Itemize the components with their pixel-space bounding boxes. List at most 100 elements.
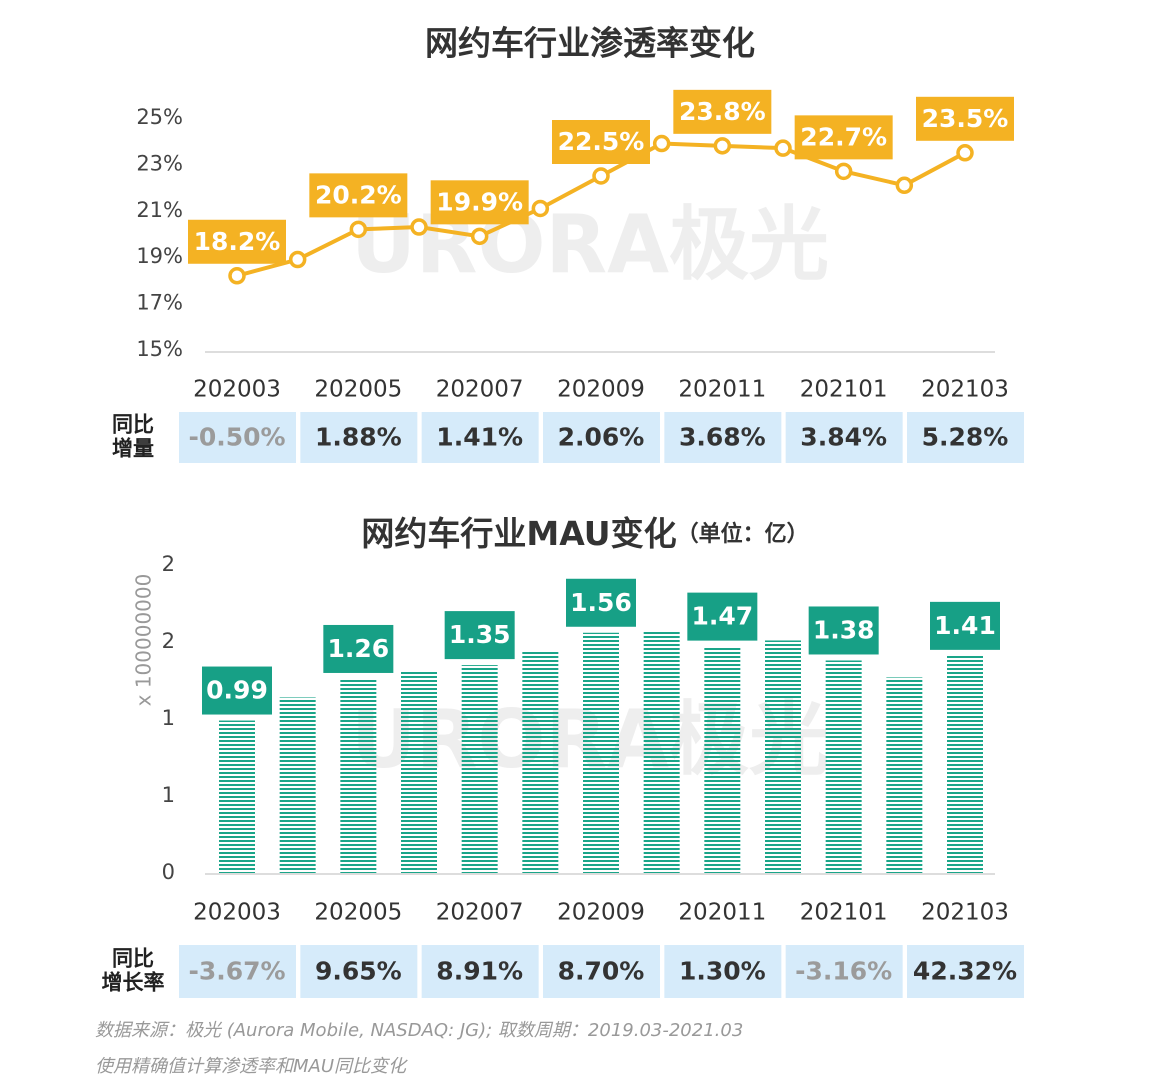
label-box	[309, 173, 408, 218]
x-tick-label: 202101	[800, 377, 888, 403]
label-box	[188, 219, 286, 264]
x-tick-label: 202003	[193, 900, 281, 926]
table-cell	[785, 412, 903, 463]
point	[895, 176, 914, 195]
table-value: 8.70%	[558, 957, 645, 986]
x-tick-label: 202005	[314, 377, 402, 403]
y-tick-label: 21%	[136, 198, 183, 222]
table-value: -3.67%	[188, 957, 285, 986]
table-cell	[664, 945, 782, 998]
footer-note: 使用精确值计算渗透率和MAU同比变化	[95, 1056, 408, 1077]
chart-subtitle: （单位：亿）	[677, 521, 809, 547]
x-tick-label: 202103	[921, 377, 1009, 403]
y-tick-label: 17%	[136, 291, 183, 315]
point	[956, 144, 974, 162]
table-cell	[300, 412, 418, 463]
label-box	[808, 606, 879, 655]
bar	[643, 631, 680, 873]
table-row-label: 增长率	[102, 971, 165, 995]
table-cell	[543, 412, 660, 463]
y-tick-label: 23%	[136, 151, 183, 175]
data-label: 20.2%	[315, 180, 402, 209]
x-tick-label: 202009	[557, 900, 645, 926]
table-value: 42.32%	[913, 957, 1017, 986]
point	[652, 134, 671, 153]
footer-note: 数据来源：极光 (Aurora Mobile, NASDAQ: JG); 取数周…	[95, 1020, 743, 1041]
table-cell	[300, 945, 418, 998]
table-value: 1.30%	[679, 957, 766, 986]
table-cell	[179, 412, 296, 463]
table-cell	[543, 945, 660, 998]
point	[410, 218, 428, 236]
bar	[340, 678, 377, 873]
label-box	[430, 180, 529, 225]
y-tick-label: 0	[162, 860, 175, 884]
y-tick-label: 25%	[136, 105, 183, 129]
y-tick-label: 1	[162, 783, 175, 807]
table-cell	[421, 412, 539, 463]
table-value: 3.84%	[800, 423, 887, 452]
table-value: 1.88%	[315, 423, 402, 452]
label-box	[916, 96, 1014, 141]
data-label: 1.56	[570, 588, 632, 617]
bar	[583, 632, 619, 873]
x-tick-label: 202003	[193, 377, 281, 403]
x-tick-label: 202005	[314, 900, 402, 926]
bar	[765, 640, 801, 873]
table-cell	[179, 945, 296, 998]
bar	[704, 646, 741, 873]
table-value: -3.16%	[795, 957, 892, 986]
table-value: 8.91%	[436, 957, 523, 986]
watermark: URORA极光	[351, 198, 829, 291]
table-cell	[664, 412, 782, 463]
data-label: 0.99	[206, 676, 268, 705]
table-value: 9.65%	[315, 957, 402, 986]
bar	[886, 677, 923, 873]
table-value: -0.50%	[188, 423, 285, 452]
table-value: 2.06%	[558, 423, 645, 452]
y-tick-label: 2	[162, 552, 175, 576]
y-tick-label: 2	[162, 629, 175, 653]
bar	[461, 665, 498, 873]
data-label: 18.2%	[194, 227, 281, 256]
data-label: 23.5%	[922, 104, 1009, 133]
point	[531, 199, 550, 218]
point	[288, 250, 307, 269]
label-box	[794, 115, 893, 160]
data-label: 1.41	[934, 611, 996, 640]
label-box	[323, 624, 394, 673]
x-tick-label: 202011	[678, 900, 766, 926]
bar	[825, 660, 862, 873]
data-label: 23.8%	[679, 97, 766, 126]
bar	[219, 720, 255, 873]
data-label: 1.38	[813, 615, 875, 644]
y-axis-label: x 100000000	[132, 574, 156, 707]
chart-title: 网约车行业MAU变化（单位：亿）	[361, 514, 808, 553]
point	[713, 137, 732, 155]
x-tick-label: 202101	[800, 900, 888, 926]
x-tick-label: 202007	[436, 900, 524, 926]
data-label: 22.7%	[800, 122, 887, 151]
table-value: 5.28%	[922, 423, 1009, 452]
point	[349, 220, 368, 239]
point	[228, 267, 246, 285]
table-value: 1.41%	[436, 423, 523, 452]
bar	[522, 651, 559, 873]
point	[834, 162, 853, 181]
point	[470, 227, 489, 246]
bar	[947, 655, 983, 873]
data-label: 1.26	[327, 634, 389, 663]
chart-title: 网约车行业渗透率变化	[425, 24, 755, 63]
table-row-label: 同比	[112, 413, 154, 437]
data-label: 1.47	[691, 602, 753, 631]
y-tick-label: 15%	[136, 337, 183, 361]
label-box	[566, 578, 636, 627]
label-box	[552, 120, 650, 164]
table-row-label: 同比	[112, 947, 154, 971]
bar	[279, 697, 316, 873]
label-box	[687, 592, 758, 641]
label-box	[202, 666, 272, 715]
label-box	[444, 611, 515, 660]
table-cell	[421, 945, 539, 998]
